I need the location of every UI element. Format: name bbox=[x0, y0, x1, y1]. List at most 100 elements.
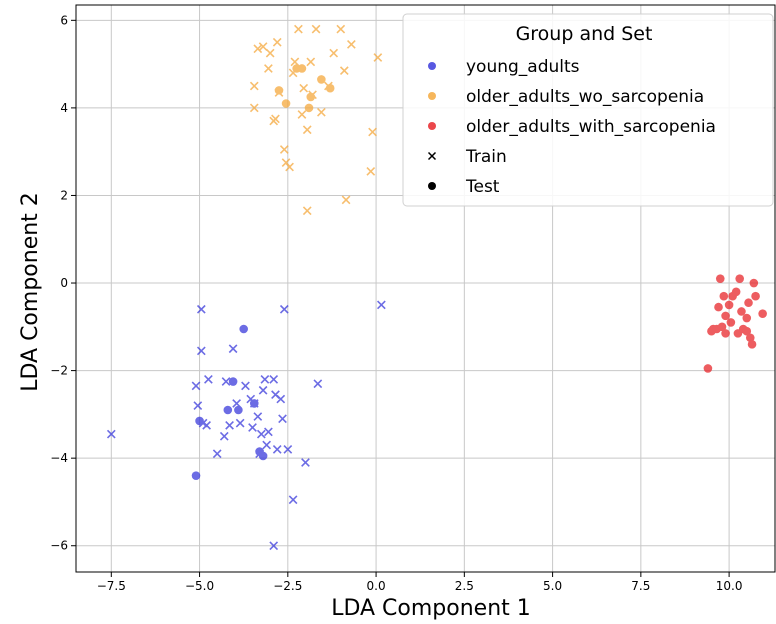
x-marker-stroke bbox=[373, 53, 383, 62]
x-marker-stroke bbox=[283, 445, 293, 454]
legend-marker-dot bbox=[428, 62, 436, 70]
train-point bbox=[306, 57, 316, 67]
train-point bbox=[249, 81, 259, 91]
test-point bbox=[714, 302, 723, 312]
test-point bbox=[234, 405, 243, 415]
train-point bbox=[264, 427, 273, 437]
legend-marker-x bbox=[427, 151, 437, 161]
series-young_adults bbox=[106, 300, 386, 551]
train-point bbox=[253, 412, 263, 421]
x-marker-stroke bbox=[196, 346, 206, 356]
train-point bbox=[225, 420, 234, 430]
x-axis-title: LDA Component 1 bbox=[331, 596, 531, 621]
legend-item: young_adults bbox=[428, 57, 580, 77]
train-point bbox=[336, 24, 346, 34]
y-tick-label: 4 bbox=[60, 101, 68, 115]
x-tick-label: 7.5 bbox=[631, 579, 650, 593]
train-point bbox=[269, 541, 279, 551]
train-point bbox=[272, 445, 282, 454]
train-point bbox=[191, 381, 201, 391]
test-point bbox=[228, 377, 238, 386]
x-marker-stroke bbox=[297, 110, 307, 119]
legend-marker-dot bbox=[428, 92, 436, 100]
test-point bbox=[703, 364, 713, 373]
x-marker-stroke bbox=[366, 167, 376, 176]
axis-ticks: −7.5 −5.0 −2.5 0.0 2.5 5.0 7.5 10.0 −6 −4 −2 0 2 4 6 bbox=[50, 13, 742, 593]
train-point bbox=[272, 37, 282, 47]
test-point bbox=[719, 291, 729, 301]
plot-frame bbox=[75, 4, 776, 573]
test-point bbox=[249, 399, 259, 408]
train-point bbox=[228, 344, 238, 354]
train-point bbox=[377, 300, 386, 310]
x-tick-label: −2.5 bbox=[273, 579, 302, 593]
test-point bbox=[742, 326, 752, 336]
train-point bbox=[313, 379, 323, 389]
legend-item: Train bbox=[427, 147, 507, 167]
x-marker-stroke bbox=[269, 374, 279, 384]
train-point bbox=[106, 429, 116, 439]
x-marker-stroke bbox=[377, 300, 386, 310]
x-marker-stroke bbox=[306, 57, 316, 67]
x-tick-label: 2.5 bbox=[455, 579, 474, 593]
y-tick-label: 2 bbox=[60, 188, 68, 202]
test-point bbox=[721, 311, 730, 321]
train-point bbox=[262, 440, 272, 450]
train-point bbox=[248, 423, 257, 432]
x-marker-stroke bbox=[269, 541, 279, 551]
x-marker-stroke bbox=[106, 429, 116, 439]
x-marker-stroke bbox=[196, 304, 206, 314]
train-point bbox=[329, 48, 339, 58]
train-point bbox=[212, 449, 222, 459]
x-marker-stroke bbox=[248, 423, 257, 432]
train-point bbox=[299, 83, 309, 93]
x-marker-stroke bbox=[221, 377, 231, 386]
x-marker-stroke bbox=[264, 427, 273, 437]
train-point bbox=[260, 374, 270, 384]
x-tick-label: 10.0 bbox=[716, 579, 743, 593]
x-marker-stroke bbox=[299, 83, 309, 93]
train-point bbox=[196, 346, 206, 356]
y-tick-label: 0 bbox=[60, 276, 68, 290]
test-point bbox=[724, 300, 734, 310]
x-marker-stroke bbox=[272, 445, 282, 454]
series-older_adults_wo_sarcopenia bbox=[249, 24, 383, 216]
x-marker-stroke bbox=[235, 418, 245, 428]
train-point bbox=[297, 110, 307, 119]
x-marker-stroke bbox=[271, 114, 280, 124]
x-marker-stroke bbox=[341, 195, 351, 205]
legend-marker-dot bbox=[428, 122, 436, 130]
test-point bbox=[721, 329, 730, 338]
y-tick-label: −2 bbox=[50, 364, 68, 378]
train-point bbox=[285, 162, 294, 172]
train-point bbox=[276, 394, 286, 404]
train-point bbox=[258, 385, 268, 395]
x-marker-stroke bbox=[262, 440, 272, 450]
x-marker-stroke bbox=[232, 399, 241, 408]
train-point bbox=[279, 145, 289, 154]
test-point bbox=[737, 307, 746, 316]
test-point bbox=[223, 405, 233, 415]
x-marker-stroke bbox=[368, 127, 377, 137]
legend-label: older_adults_with_sarcopenia bbox=[466, 117, 716, 137]
x-marker-stroke bbox=[313, 379, 323, 389]
train-point bbox=[241, 381, 250, 391]
train-point bbox=[265, 48, 275, 58]
x-marker-stroke bbox=[279, 304, 289, 314]
test-point bbox=[281, 99, 291, 108]
x-marker-stroke bbox=[228, 344, 238, 354]
test-point bbox=[745, 333, 755, 343]
train-point bbox=[219, 431, 229, 441]
train-point bbox=[301, 458, 310, 467]
x-marker-stroke bbox=[316, 107, 326, 117]
x-marker-stroke bbox=[258, 385, 268, 395]
x-marker-stroke bbox=[260, 374, 270, 384]
train-point bbox=[271, 114, 280, 124]
x-marker-stroke bbox=[290, 57, 300, 67]
x-marker-stroke bbox=[301, 458, 310, 467]
x-tick-label: −5.0 bbox=[185, 579, 214, 593]
test-point bbox=[742, 313, 752, 323]
train-point bbox=[302, 125, 312, 135]
x-marker-stroke bbox=[249, 81, 259, 91]
